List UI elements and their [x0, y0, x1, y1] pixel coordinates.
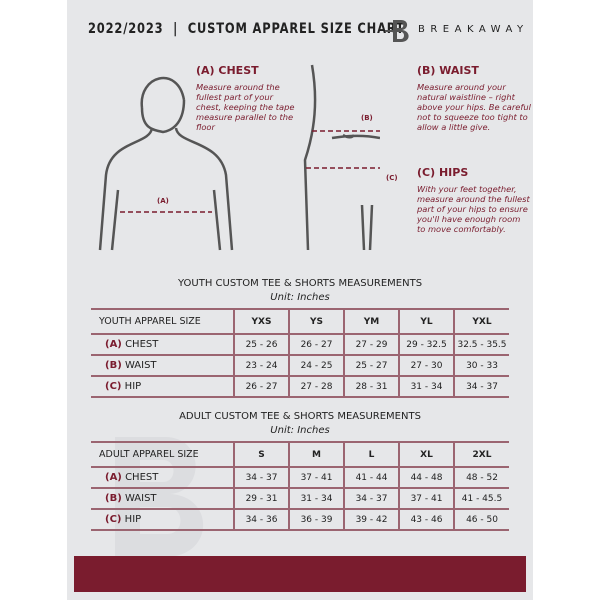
- measurement-label: (A) CHEST: [91, 466, 234, 489]
- chest-heading: (A) CHEST: [196, 64, 259, 77]
- adult-table-title: ADULT CUSTOM TEE & SHORTS MEASUREMENTS: [179, 411, 421, 422]
- page-title: 2022/2023 | CUSTOM APPAREL SIZE CHART: [88, 21, 405, 37]
- footer-bar: [74, 556, 526, 592]
- hips-heading: (C) HIPS: [417, 166, 469, 179]
- waist-description: Measure around your natural waistline – …: [417, 82, 531, 132]
- measurement-value: 29 - 31: [233, 487, 289, 510]
- measurement-name: HIP: [124, 381, 142, 392]
- measurement-value: 30 - 33: [453, 354, 509, 377]
- waist-heading: (B) WAIST: [417, 64, 479, 77]
- header-row: ADULT APPAREL SIZE S M L XL 2XL: [91, 441, 509, 468]
- measurement-value: 23 - 24: [233, 354, 289, 377]
- measurement-value: 25 - 26: [233, 333, 289, 356]
- measurement-label: (C) HIP: [91, 375, 234, 398]
- measurement-letter: (A): [105, 339, 122, 350]
- measurement-value: 26 - 27: [233, 375, 289, 398]
- measurement-label: (B) WAIST: [91, 487, 234, 510]
- table-row: (A) CHEST 34 - 37 37 - 41 41 - 44 44 - 48 48 …: [91, 466, 509, 489]
- size-header: YL: [398, 308, 454, 335]
- measurement-label: (C) HIP: [91, 508, 234, 531]
- measurement-label: (B) WAIST: [91, 354, 234, 377]
- table-row: (B) WAIST 29 - 31 31 - 34 34 - 37 37 - 41 41 …: [91, 487, 509, 510]
- measurement-value: 37 - 41: [398, 487, 454, 510]
- measurement-name: CHEST: [125, 472, 159, 483]
- measurement-value: 39 - 42: [343, 508, 399, 531]
- measurement-name: HIP: [124, 514, 142, 525]
- measurement-value: 43 - 46: [398, 508, 454, 531]
- size-header: XL: [398, 441, 454, 468]
- measurement-value: 29 - 32.5: [398, 333, 454, 356]
- measurement-letter: (A): [105, 472, 122, 483]
- waist-marker: (B): [361, 114, 373, 122]
- measurement-value: 27 - 30: [398, 354, 454, 377]
- size-label-header: ADULT APPAREL SIZE: [91, 441, 234, 468]
- header-row: YOUTH APPAREL SIZE YXS YS YM YL YXL: [91, 308, 509, 335]
- measurement-value: 34 - 36: [233, 508, 289, 531]
- measurement-value: 24 - 25: [288, 354, 344, 377]
- measurement-value: 34 - 37: [343, 487, 399, 510]
- measurement-value: 36 - 39: [288, 508, 344, 531]
- measurement-letter: (C): [105, 381, 122, 392]
- measurement-value: 48 - 52: [453, 466, 509, 489]
- torso-outline: [303, 64, 380, 251]
- brand-name: BREAKAWAY: [418, 24, 529, 35]
- measurement-label: (A) CHEST: [91, 333, 234, 356]
- size-header: YXL: [453, 308, 509, 335]
- measurement-value: 34 - 37: [233, 466, 289, 489]
- measurement-value: 41 - 45.5: [453, 487, 509, 510]
- hips-description: With your feet together, measure around …: [417, 184, 530, 234]
- measurement-value: 27 - 29: [343, 333, 399, 356]
- measurement-name: WAIST: [124, 493, 157, 504]
- breakaway-logo-icon: [385, 20, 409, 42]
- chest-marker: (A): [157, 197, 169, 205]
- size-header: S: [233, 441, 289, 468]
- chest-description: Measure around the fullest part of your …: [196, 82, 295, 132]
- measurement-letter: (C): [105, 514, 122, 525]
- size-header: L: [343, 441, 399, 468]
- measurement-letter: (B): [105, 493, 122, 504]
- measurement-name: WAIST: [124, 360, 157, 371]
- measurement-value: 27 - 28: [288, 375, 344, 398]
- adult-size-table: ADULT APPAREL SIZE S M L XL 2XL (A) CHEST 34 - …: [91, 441, 509, 531]
- size-label-header: YOUTH APPAREL SIZE: [91, 308, 234, 335]
- measurement-value: 44 - 48: [398, 466, 454, 489]
- measurement-value: 37 - 41: [288, 466, 344, 489]
- table-row: (C) HIP 34 - 36 36 - 39 39 - 42 43 - 46 46 - …: [91, 508, 509, 531]
- measurement-value: 41 - 44: [343, 466, 399, 489]
- measurement-value: 25 - 27: [343, 354, 399, 377]
- table-row: (C) HIP 26 - 27 27 - 28 28 - 31 31 - 34 34 - …: [91, 375, 509, 398]
- upper-body-outline: [98, 127, 234, 251]
- youth-unit-label: Unit: Inches: [270, 292, 330, 303]
- adult-unit-label: Unit: Inches: [270, 425, 330, 436]
- size-header: YXS: [233, 308, 289, 335]
- size-header: M: [288, 441, 344, 468]
- measurement-value: 26 - 27: [288, 333, 344, 356]
- youth-size-table: YOUTH APPAREL SIZE YXS YS YM YL YXL (A) CHEST 2…: [91, 308, 509, 398]
- measurement-value: 31 - 34: [398, 375, 454, 398]
- measurement-value: 32.5 - 35.5: [453, 333, 509, 356]
- measurement-value: 28 - 31: [343, 375, 399, 398]
- size-header: 2XL: [453, 441, 509, 468]
- measurement-letter: (B): [105, 360, 122, 371]
- measurement-name: CHEST: [125, 339, 159, 350]
- hips-marker: (C): [386, 174, 398, 182]
- measurement-value: 31 - 34: [288, 487, 344, 510]
- head-outline: [140, 76, 186, 134]
- size-header: YS: [288, 308, 344, 335]
- table-row: (B) WAIST 23 - 24 24 - 25 25 - 27 27 - 30 30 …: [91, 354, 509, 377]
- measurement-value: 46 - 50: [453, 508, 509, 531]
- youth-table-title: YOUTH CUSTOM TEE & SHORTS MEASUREMENTS: [177, 278, 423, 289]
- table-row: (A) CHEST 25 - 26 26 - 27 27 - 29 29 - 32.5 3…: [91, 333, 509, 356]
- body-figures-illustration: [98, 64, 380, 251]
- measurement-value: 34 - 37: [453, 375, 509, 398]
- size-header: YM: [343, 308, 399, 335]
